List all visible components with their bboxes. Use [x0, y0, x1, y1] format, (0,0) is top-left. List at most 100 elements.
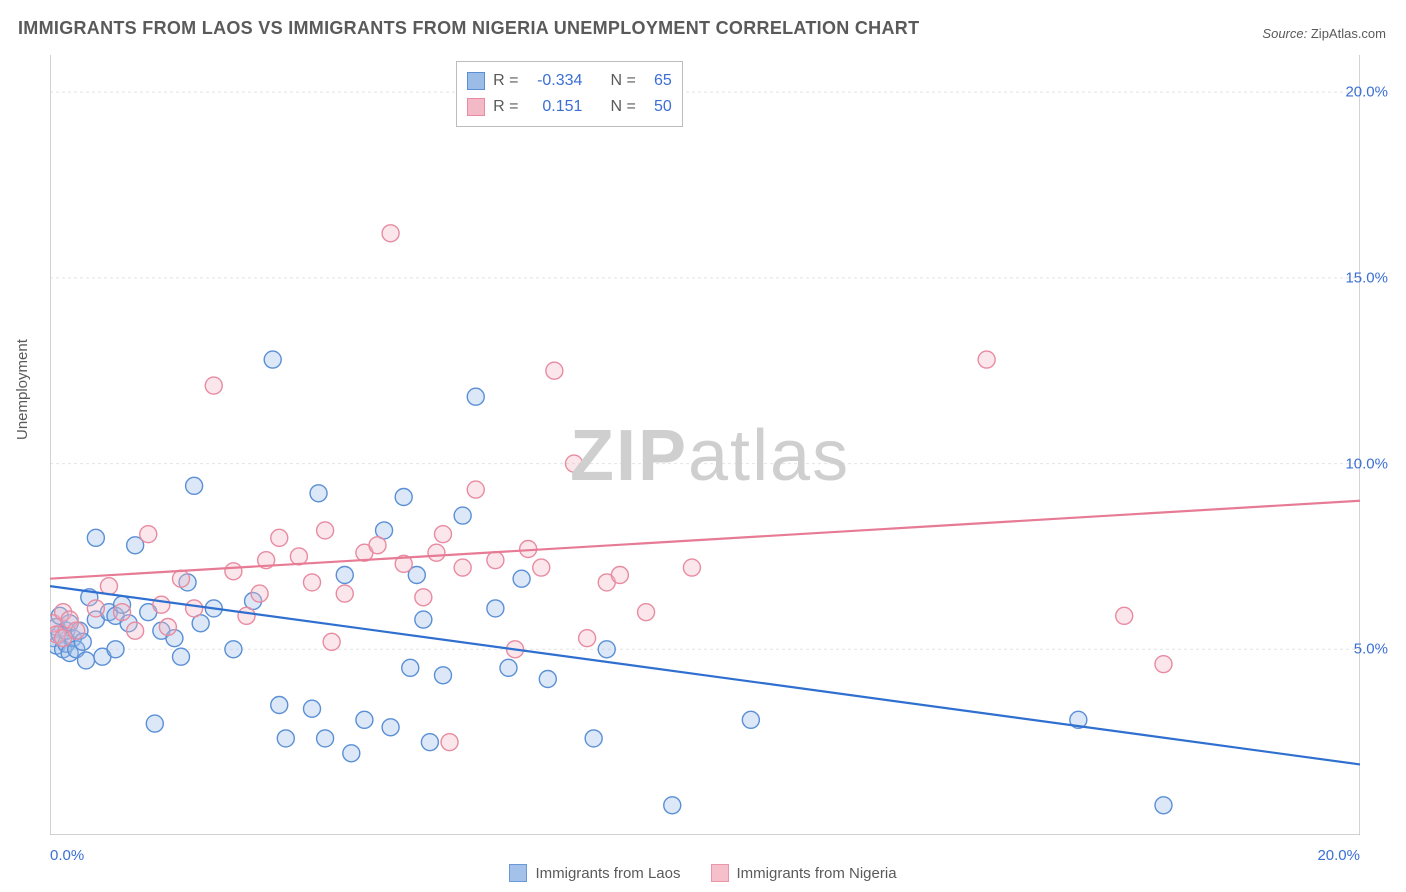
data-point-nigeria — [127, 622, 144, 639]
data-point-nigeria — [382, 225, 399, 242]
data-point-nigeria — [336, 585, 353, 602]
data-point-nigeria — [225, 563, 242, 580]
plot-area: ZIPatlas R =-0.334N =65R =0.151N =50 — [50, 55, 1360, 835]
r-label: R = — [493, 72, 518, 90]
data-point-nigeria — [271, 529, 288, 546]
data-point-laos — [415, 611, 432, 628]
data-point-nigeria — [487, 552, 504, 569]
data-point-laos — [78, 652, 95, 669]
data-point-laos — [277, 730, 294, 747]
data-point-laos — [317, 730, 334, 747]
legend-swatch — [467, 72, 485, 90]
data-point-laos — [598, 641, 615, 658]
data-point-nigeria — [435, 526, 452, 543]
data-point-laos — [382, 719, 399, 736]
n-label: N = — [610, 72, 635, 90]
data-point-laos — [539, 671, 556, 688]
data-point-nigeria — [683, 559, 700, 576]
stats-legend-row-nigeria: R = 0.151 N = 50 — [467, 94, 672, 120]
legend-label: Immigrants from Nigeria — [737, 865, 897, 882]
data-point-laos — [435, 667, 452, 684]
data-point-nigeria — [428, 544, 445, 561]
data-point-nigeria — [415, 589, 432, 606]
data-point-nigeria — [68, 622, 85, 639]
data-point-laos — [87, 529, 104, 546]
data-point-laos — [146, 715, 163, 732]
trendline-nigeria — [50, 501, 1360, 579]
stats-legend-row-laos: R =-0.334N =65 — [467, 68, 672, 94]
legend-swatch — [467, 98, 485, 116]
y-tick-label: 20.0% — [1345, 84, 1388, 101]
data-point-laos — [487, 600, 504, 617]
data-point-nigeria — [186, 600, 203, 617]
y-tick-label: 5.0% — [1354, 641, 1388, 658]
data-point-laos — [173, 648, 190, 665]
data-point-nigeria — [205, 377, 222, 394]
data-point-laos — [336, 567, 353, 584]
data-point-laos — [742, 711, 759, 728]
source-label: Source: — [1262, 26, 1307, 41]
r-value: 0.151 — [526, 98, 582, 116]
y-tick-label: 15.0% — [1345, 269, 1388, 286]
legend-item-laos: Immigrants from Laos — [509, 864, 680, 882]
trendline-laos — [50, 586, 1360, 764]
data-point-nigeria — [251, 585, 268, 602]
r-value: -0.334 — [526, 72, 582, 90]
data-point-nigeria — [566, 455, 583, 472]
data-point-nigeria — [467, 481, 484, 498]
scatter-plot-svg — [50, 55, 1360, 835]
legend-item-nigeria: Immigrants from Nigeria — [711, 864, 897, 882]
data-point-laos — [271, 697, 288, 714]
bottom-legend: Immigrants from Laos Immigrants from Nige… — [0, 864, 1406, 882]
data-point-nigeria — [238, 607, 255, 624]
data-point-nigeria — [173, 570, 190, 587]
data-point-laos — [186, 477, 203, 494]
x-tick-label: 20.0% — [1317, 847, 1360, 864]
data-point-nigeria — [317, 522, 334, 539]
legend-label: Immigrants from Laos — [535, 865, 680, 882]
data-point-nigeria — [304, 574, 321, 591]
data-point-nigeria — [114, 604, 131, 621]
data-point-laos — [454, 507, 471, 524]
n-label: N = — [610, 98, 635, 116]
data-point-nigeria — [546, 362, 563, 379]
data-point-laos — [264, 351, 281, 368]
data-point-nigeria — [579, 630, 596, 647]
data-point-laos — [467, 388, 484, 405]
data-point-laos — [343, 745, 360, 762]
data-point-nigeria — [441, 734, 458, 751]
y-axis-label: Unemployment — [14, 339, 31, 440]
x-tick-label: 0.0% — [50, 847, 84, 864]
data-point-laos — [107, 641, 124, 658]
data-point-nigeria — [323, 633, 340, 650]
data-point-laos — [1155, 797, 1172, 814]
data-point-nigeria — [290, 548, 307, 565]
data-point-nigeria — [1116, 607, 1133, 624]
data-point-nigeria — [369, 537, 386, 554]
data-point-nigeria — [159, 619, 176, 636]
data-point-laos — [664, 797, 681, 814]
y-tick-label: 10.0% — [1345, 455, 1388, 472]
data-point-laos — [304, 700, 321, 717]
r-label: R = — [493, 98, 518, 116]
data-point-nigeria — [533, 559, 550, 576]
data-point-laos — [395, 489, 412, 506]
data-point-nigeria — [100, 578, 117, 595]
data-point-laos — [310, 485, 327, 502]
stats-legend-box: R =-0.334N =65R =0.151N =50 — [456, 61, 683, 127]
data-point-laos — [585, 730, 602, 747]
n-value: 50 — [644, 98, 672, 116]
legend-swatch — [711, 864, 729, 882]
data-point-nigeria — [978, 351, 995, 368]
data-point-nigeria — [454, 559, 471, 576]
source-value: ZipAtlas.com — [1311, 26, 1386, 41]
data-point-laos — [225, 641, 242, 658]
data-point-laos — [356, 711, 373, 728]
data-point-nigeria — [87, 600, 104, 617]
data-point-nigeria — [1155, 656, 1172, 673]
data-point-nigeria — [611, 567, 628, 584]
data-point-nigeria — [638, 604, 655, 621]
data-point-laos — [402, 659, 419, 676]
legend-swatch — [509, 864, 527, 882]
data-point-laos — [513, 570, 530, 587]
